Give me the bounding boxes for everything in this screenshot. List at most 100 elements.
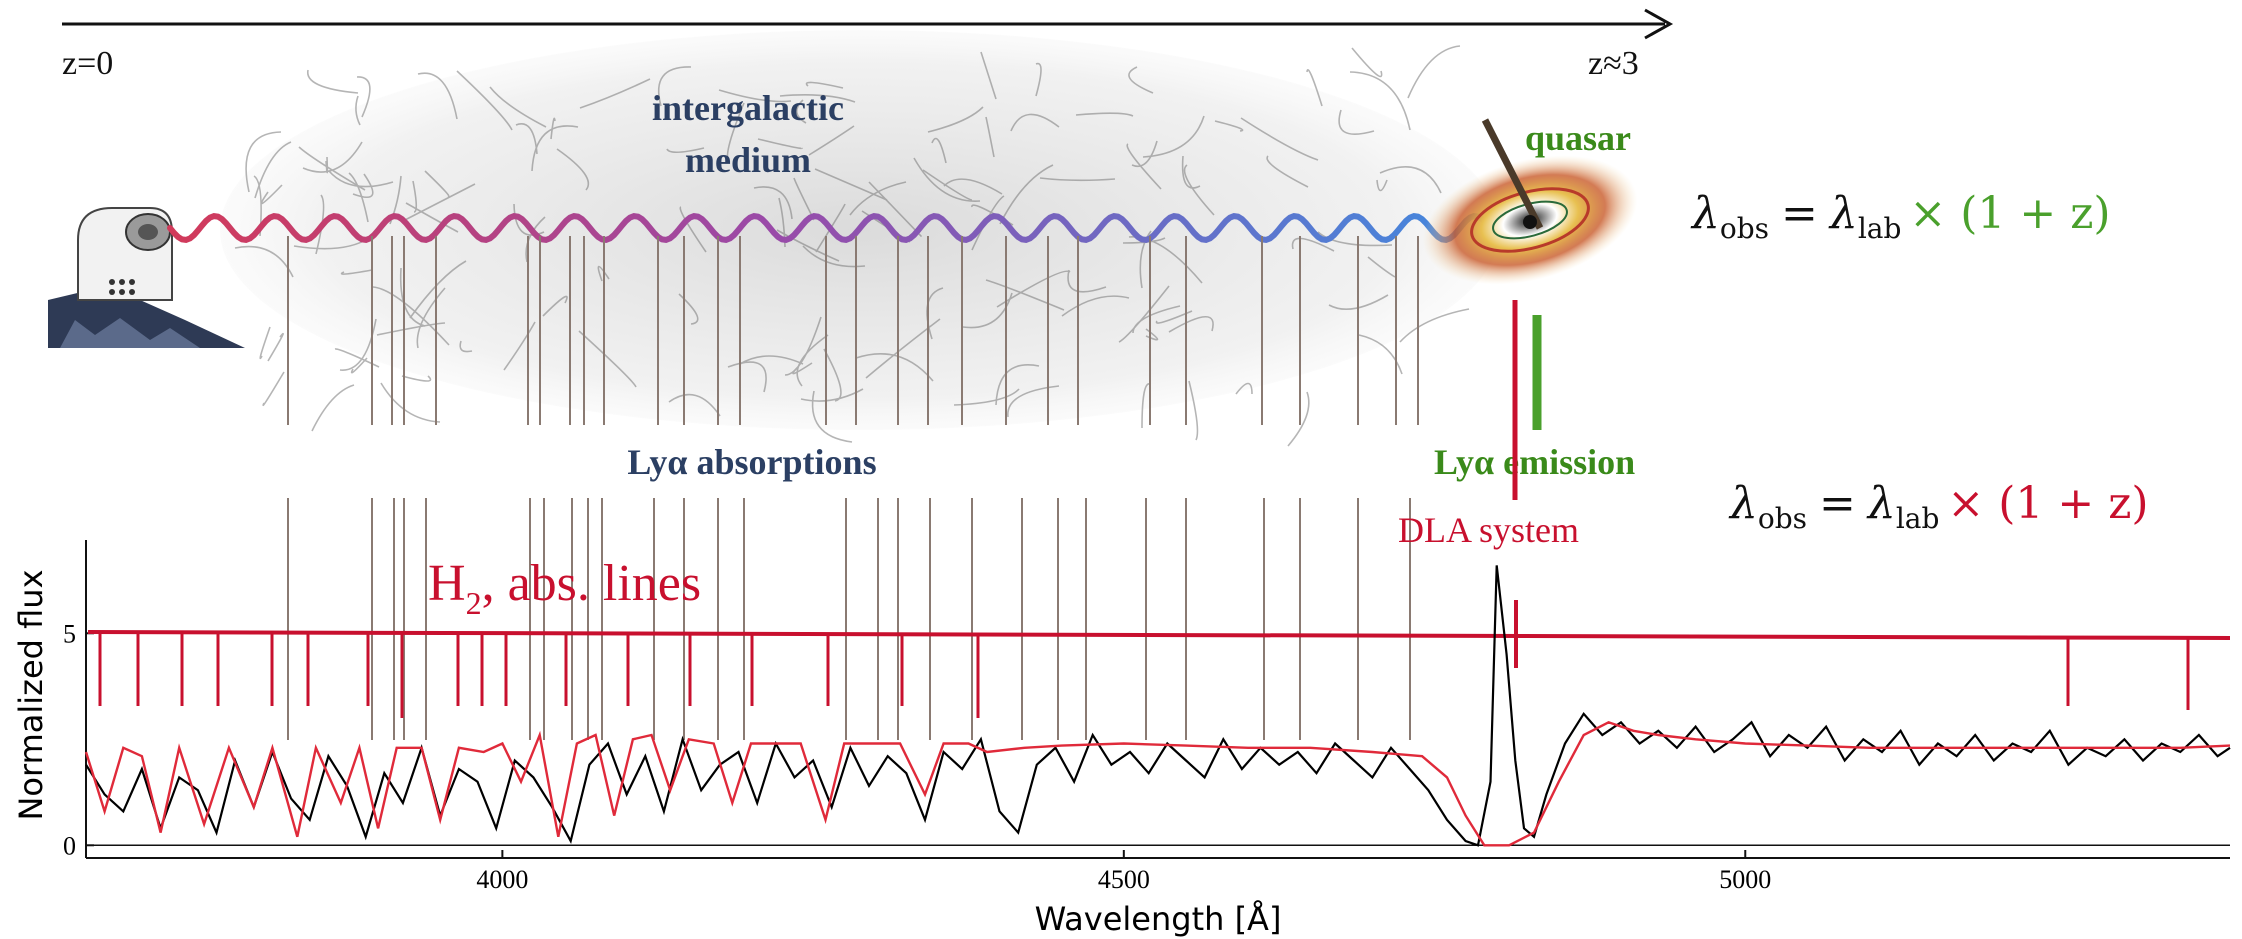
web-filament [1367,256,1396,278]
web-filament [409,260,467,319]
web-filament [795,99,807,124]
web-filament [1376,179,1388,192]
web-filament [234,245,294,278]
web-filament [579,78,651,109]
web-filament [811,390,853,443]
y-ticks: 05 [63,619,94,860]
web-filament [1007,385,1060,418]
web-filament [931,137,947,164]
x-axis-title: Wavelength [Å] [1035,900,1282,938]
web-filament [417,72,458,120]
web-filament [325,156,329,174]
web-filament [922,169,973,201]
web-filament [784,316,822,376]
z0-label: z=0 [62,45,113,82]
web-filament [1306,69,1323,107]
web-filament [456,70,513,131]
web-filament [399,267,426,327]
web-filament [578,330,637,388]
web-filament [1061,295,1130,317]
dla-label: DLA system [1398,510,1579,550]
web-filament [401,375,432,382]
web-filament [1328,294,1389,311]
web-filament [1358,334,1403,375]
web-filament [1075,112,1134,117]
web-filament [1181,155,1201,189]
web-filament [245,131,282,193]
web-filament [1399,308,1470,343]
y-tick-label: 0 [63,831,76,860]
web-filament [1351,47,1383,78]
web-filament [376,322,446,336]
series-observed-spectrum [85,565,2231,847]
lya-emission-label: Lyα emission [1434,442,1635,482]
series-model-fit [84,720,2231,847]
x-tick-label: 4000 [476,865,528,894]
web-filament [1183,164,1215,216]
web-filament [995,364,1040,406]
web-filament [489,86,547,128]
formula-lambda: λ [1690,188,1720,239]
web-filament [1240,117,1319,161]
web-filament [513,203,545,236]
web-filament [352,173,374,199]
web-filament [1139,230,1152,289]
web-filament [727,361,767,393]
telescope-icon [48,207,245,348]
x-tick-label: 4500 [1098,865,1150,894]
web-filament [776,229,840,262]
web-filament [550,117,556,140]
web-filament [927,106,984,133]
web-filament [796,334,829,387]
web-filament [1132,305,1181,334]
web-filament [913,157,981,202]
web-filament [298,146,366,191]
web-filament [1379,166,1442,194]
y-tick-label: 5 [63,619,76,648]
cosmic-web-image [220,30,1500,447]
web-filament [315,194,325,255]
web-filament [1142,115,1205,158]
web-filament [753,186,793,220]
igm-label-line1: intergalactic [652,88,844,128]
web-filament [999,164,1054,225]
web-filament [962,292,1013,329]
web-filament [757,138,803,150]
spectrum-plot: 4000 4500 5000 05 Wavelength [Å] Normalize… [12,540,2231,938]
web-filament [805,81,844,89]
web-filament [808,125,855,156]
web-filament [254,141,292,199]
h2-line-markers [87,630,2231,718]
web-filament [985,279,1065,311]
web-filament [1235,382,1253,395]
web-filament [1126,143,1162,190]
web-filament [459,340,473,353]
quasar-icon [1422,118,1638,285]
lya-absorption-lines-web [287,236,1419,425]
web-filament [1214,120,1244,132]
web-filament [597,265,610,282]
h2-label: H2, abs. lines [428,555,701,621]
web-filament [1407,45,1461,99]
y-axis-title: Normalized flux [12,569,50,820]
light-wave [167,213,1501,243]
h2-baseline [87,630,2231,640]
web-filament [355,95,361,126]
web-filament [943,178,1003,195]
web-filament [380,382,441,423]
web-filament [985,116,995,158]
web-filament [1067,269,1107,293]
web-filament [823,348,842,402]
web-filament [666,147,705,154]
web-filament [971,195,1005,251]
web-filament [1349,71,1411,131]
web-filament [726,102,745,163]
web-filament [1131,140,1158,167]
redshift-formula-emission: λobs = λlab × (1 + z) [1690,188,2111,245]
web-filament [1338,109,1375,135]
web-filament [1317,231,1393,247]
web-filament [865,318,941,379]
web-filament [1128,66,1154,94]
web-filament [1010,113,1060,132]
web-filament [412,180,418,213]
